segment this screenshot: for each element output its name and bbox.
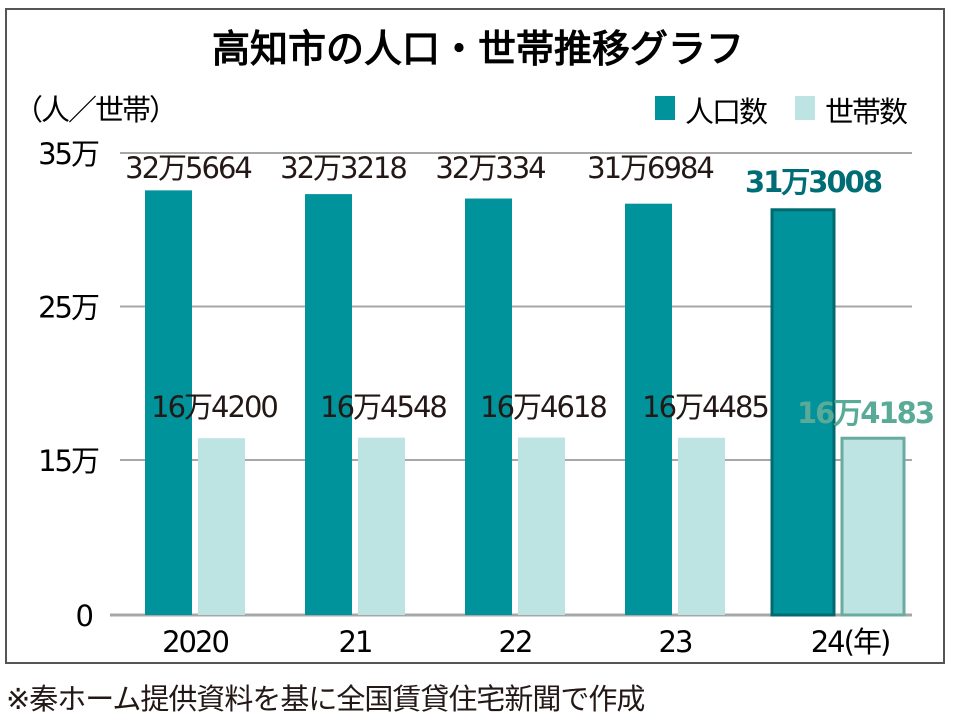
bar-households bbox=[678, 437, 725, 615]
y-axis-unit: （人／世帯） bbox=[14, 93, 176, 127]
data-label-households: 16万4183 bbox=[797, 396, 933, 430]
bar-population bbox=[770, 208, 836, 617]
legend-swatch-households bbox=[795, 96, 815, 120]
data-label-population: 32万3218 bbox=[280, 151, 406, 185]
chart-title: 高知市の人口・世帯推移グラフ bbox=[212, 27, 744, 71]
y-tick-label: 15万 bbox=[38, 444, 99, 478]
bar-population bbox=[305, 194, 352, 616]
bar-population bbox=[625, 203, 672, 615]
y-tick-label: 25万 bbox=[38, 291, 99, 325]
data-label-households: 16万4200 bbox=[151, 390, 277, 424]
chart-frame bbox=[5, 8, 945, 664]
data-label-households: 16万4618 bbox=[480, 390, 606, 424]
data-label-population: 32万334 bbox=[435, 151, 545, 185]
bar-households bbox=[840, 436, 906, 617]
x-tick-label: 22 bbox=[499, 625, 532, 659]
x-tick-label: 21 bbox=[339, 625, 372, 659]
bar-population bbox=[465, 198, 512, 616]
bar-population bbox=[145, 190, 192, 615]
data-label-households: 16万4485 bbox=[642, 390, 768, 424]
legend-label-households: 世帯数 bbox=[825, 95, 908, 129]
bar-households bbox=[518, 437, 565, 615]
y-tick-label: 35万 bbox=[38, 137, 99, 171]
data-label-population: 31万6984 bbox=[587, 151, 713, 185]
legend-label-population: 人口数 bbox=[685, 95, 768, 129]
legend-swatch-population bbox=[655, 96, 675, 120]
bar-households bbox=[358, 437, 405, 615]
legend: 人口数 世帯数 bbox=[655, 95, 910, 129]
footnote: ※秦ホーム提供資料を基に全国賃貸住宅新聞で作成 bbox=[6, 682, 645, 716]
data-label-population: 32万5664 bbox=[125, 151, 251, 185]
x-tick-label: 23 bbox=[659, 625, 692, 659]
data-label-households: 16万4548 bbox=[320, 390, 446, 424]
data-label-population: 31万3008 bbox=[745, 165, 882, 199]
y-tick-label: 0 bbox=[76, 599, 93, 633]
x-tick-label: 24(年) bbox=[811, 625, 890, 659]
x-tick-label: 2020 bbox=[162, 625, 228, 659]
bar-households bbox=[198, 438, 245, 615]
